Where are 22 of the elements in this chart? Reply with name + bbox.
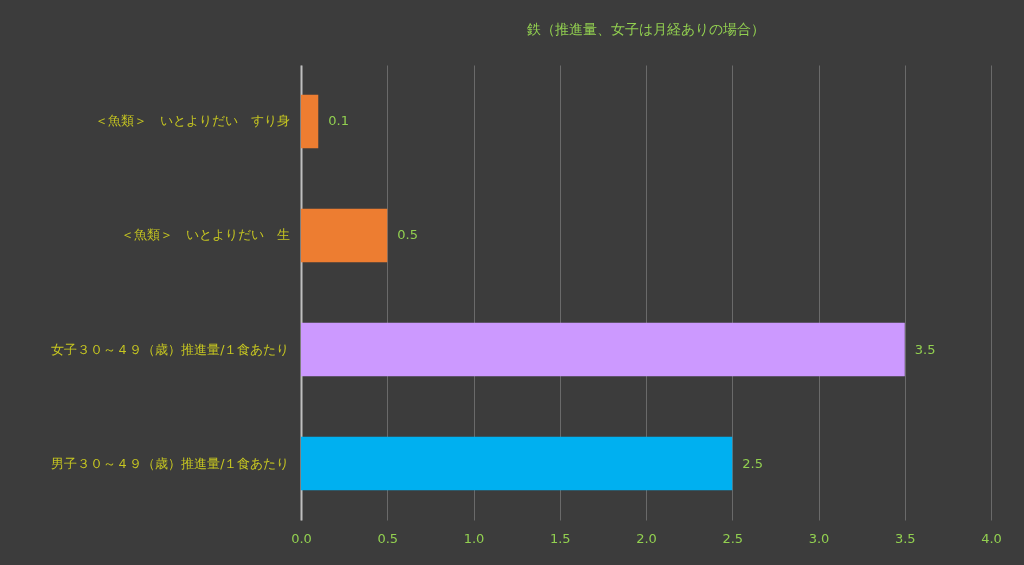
bar <box>301 94 319 149</box>
x-tick-label: 3.0 <box>808 530 830 546</box>
y-tick-label: 男子３０～４９（歳）推進量/１食あたり <box>51 455 290 471</box>
x-tick-label: 1.5 <box>549 530 571 546</box>
x-tick-label: 4.0 <box>981 530 1002 546</box>
bar <box>301 322 905 377</box>
data-label: 2.5 <box>742 455 763 471</box>
data-label: 0.1 <box>328 113 349 129</box>
x-tick-label: 2.5 <box>722 530 744 546</box>
bar <box>301 436 733 491</box>
x-tick-label: 0.0 <box>291 530 312 546</box>
data-label: 3.5 <box>914 341 936 357</box>
x-tick-label: 0.5 <box>377 530 399 546</box>
bar <box>301 208 388 263</box>
x-tick-label: 3.5 <box>894 530 916 546</box>
chart-title: 鉄（推進量、女子は月経ありの場合） <box>527 21 765 37</box>
data-label: 0.5 <box>397 227 418 243</box>
x-tick-label: 1.0 <box>463 530 485 546</box>
y-tick-label: ＜魚類＞ いとよりだい すり身 <box>94 113 290 129</box>
y-tick-label: ＜魚類＞ いとよりだい 生 <box>120 227 290 243</box>
y-tick-label: 女子３０～４９（歳）推進量/１食あたり <box>51 341 290 357</box>
x-tick-label: 2.0 <box>636 530 657 546</box>
